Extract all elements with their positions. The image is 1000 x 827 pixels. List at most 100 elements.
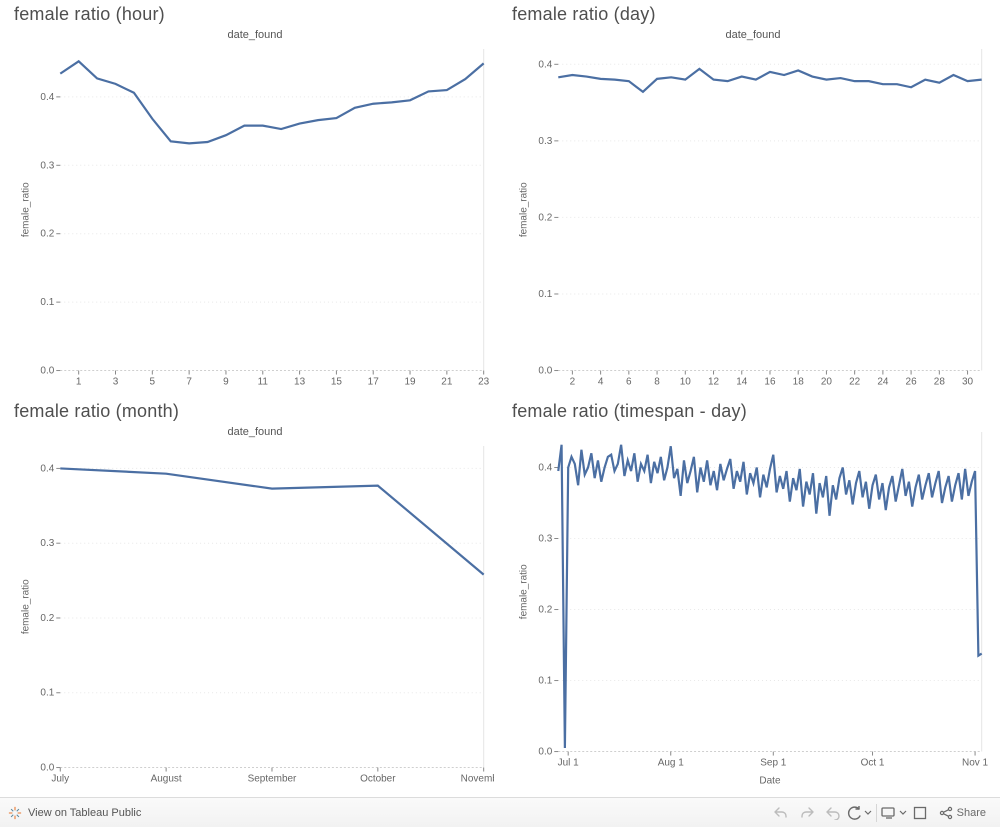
fullscreen-button[interactable] (907, 802, 933, 824)
tableau-logo-icon (8, 806, 22, 820)
panel-timespan-title: female ratio (timespan - day) (512, 401, 992, 422)
svg-text:0.1: 0.1 (40, 687, 54, 698)
svg-text:19: 19 (404, 377, 416, 388)
panel-month: female ratio (month) date_found 0.00.10.… (16, 401, 494, 792)
chevron-down-icon (899, 810, 907, 816)
svg-text:0.3: 0.3 (538, 136, 552, 147)
svg-text:10: 10 (680, 377, 692, 388)
svg-text:0.4: 0.4 (538, 59, 552, 70)
svg-text:1: 1 (76, 377, 82, 388)
share-button[interactable]: Share (933, 802, 992, 824)
redo-button[interactable] (794, 802, 820, 824)
svg-text:3: 3 (113, 377, 119, 388)
svg-text:July: July (51, 773, 69, 784)
panel-day-title: female ratio (day) (512, 4, 992, 25)
svg-text:Date: Date (759, 775, 781, 786)
chart-day[interactable]: 0.00.10.20.30.42468101214161820222426283… (514, 43, 992, 395)
svg-text:22: 22 (849, 377, 861, 388)
revert-button[interactable] (820, 802, 846, 824)
svg-text:30: 30 (962, 377, 974, 388)
svg-text:0.2: 0.2 (40, 612, 54, 623)
share-label: Share (957, 807, 986, 819)
chart-month[interactable]: 0.0 0.1 0.2 0.3 0.4 July August September Octobe… (16, 440, 494, 792)
tableau-toolbar: View on Tableau Public Share (0, 797, 1000, 827)
svg-text:October: October (360, 773, 396, 784)
svg-text:28: 28 (934, 377, 946, 388)
panel-day: female ratio (day) date_found 0.0 0.1 0.2 0… (514, 4, 992, 395)
svg-text:September: September (248, 773, 297, 784)
svg-text:female_ratio: female_ratio (20, 578, 31, 633)
redo-icon (799, 806, 815, 820)
panel-hour: female ratio (hour) date_found 0.0 0.1 0.2… (16, 4, 494, 395)
svg-text:2: 2 (570, 377, 576, 388)
svg-text:female_ratio: female_ratio (518, 563, 529, 618)
svg-text:12: 12 (708, 377, 720, 388)
svg-text:Sep 1: Sep 1 (760, 757, 787, 768)
undo-button[interactable] (768, 802, 794, 824)
svg-text:Oct 1: Oct 1 (861, 757, 885, 768)
svg-text:0.0: 0.0 (40, 762, 54, 773)
refresh-button[interactable] (846, 802, 872, 824)
svg-text:0.1: 0.1 (40, 297, 54, 308)
svg-text:5: 5 (150, 377, 156, 388)
device-preview-button[interactable] (881, 802, 907, 824)
svg-text:21: 21 (441, 377, 453, 388)
svg-text:17: 17 (368, 377, 380, 388)
svg-text:0.1: 0.1 (538, 675, 552, 686)
svg-text:8: 8 (654, 377, 660, 388)
view-on-tableau-label: View on Tableau Public (28, 807, 141, 819)
svg-text:0.0: 0.0 (538, 746, 552, 757)
svg-text:0.4: 0.4 (538, 462, 552, 473)
svg-text:Jul 1: Jul 1 (558, 757, 580, 768)
svg-text:0.4: 0.4 (40, 463, 54, 474)
svg-text:August: August (151, 773, 182, 784)
revert-icon (825, 806, 841, 820)
svg-text:7: 7 (186, 377, 192, 388)
panel-month-subtitle: date_found (16, 426, 494, 438)
svg-text:11: 11 (258, 377, 269, 388)
svg-text:female_ratio: female_ratio (518, 182, 529, 237)
chart-hour[interactable]: 0.00.10.20.30.41357911131517192123female… (16, 43, 494, 395)
panel-day-subtitle: date_found (514, 29, 992, 41)
svg-text:Aug 1: Aug 1 (658, 757, 685, 768)
dashboard-grid: female ratio (hour) date_found 0.0 0.1 0.2… (0, 0, 1000, 795)
svg-text:23: 23 (478, 377, 490, 388)
svg-text:0.0: 0.0 (40, 366, 54, 377)
toolbar-separator (876, 804, 877, 822)
svg-text:18: 18 (793, 377, 805, 388)
panel-timespan: female ratio (timespan - day) 0.00.10.20… (514, 401, 992, 792)
svg-text:26: 26 (906, 377, 918, 388)
panel-hour-subtitle: date_found (16, 29, 494, 41)
chart-timespan[interactable]: 0.0 0.1 0.2 0.3 0.4 Jul 1 Aug 1 Sep 1 Oct 1 Nov 1… (514, 426, 992, 792)
svg-text:female_ratio: female_ratio (20, 182, 31, 237)
svg-text:6: 6 (626, 377, 632, 388)
svg-text:November: November (461, 773, 494, 784)
svg-text:0.2: 0.2 (40, 229, 54, 240)
svg-text:4: 4 (598, 377, 604, 388)
svg-text:24: 24 (877, 377, 889, 388)
chevron-down-icon (864, 810, 872, 816)
panel-month-title: female ratio (month) (14, 401, 494, 422)
refresh-icon (846, 806, 862, 820)
svg-text:16: 16 (764, 377, 776, 388)
svg-text:9: 9 (223, 377, 229, 388)
svg-text:14: 14 (736, 377, 748, 388)
svg-text:Nov 1: Nov 1 (962, 757, 988, 768)
share-icon (939, 806, 953, 820)
svg-text:20: 20 (821, 377, 833, 388)
svg-text:0.0: 0.0 (538, 366, 552, 377)
svg-text:0.3: 0.3 (40, 160, 54, 171)
fullscreen-icon (913, 806, 927, 820)
device-icon (881, 806, 897, 820)
svg-text:0.4: 0.4 (40, 92, 54, 103)
undo-icon (773, 806, 789, 820)
svg-text:0.2: 0.2 (538, 212, 552, 223)
svg-text:15: 15 (331, 377, 343, 388)
svg-text:13: 13 (294, 377, 306, 388)
svg-text:0.2: 0.2 (538, 604, 552, 615)
svg-text:0.3: 0.3 (40, 538, 54, 549)
svg-text:0.3: 0.3 (538, 533, 552, 544)
svg-text:0.1: 0.1 (538, 289, 552, 300)
panel-hour-title: female ratio (hour) (14, 4, 494, 25)
tableau-logo-link[interactable]: View on Tableau Public (8, 806, 141, 820)
